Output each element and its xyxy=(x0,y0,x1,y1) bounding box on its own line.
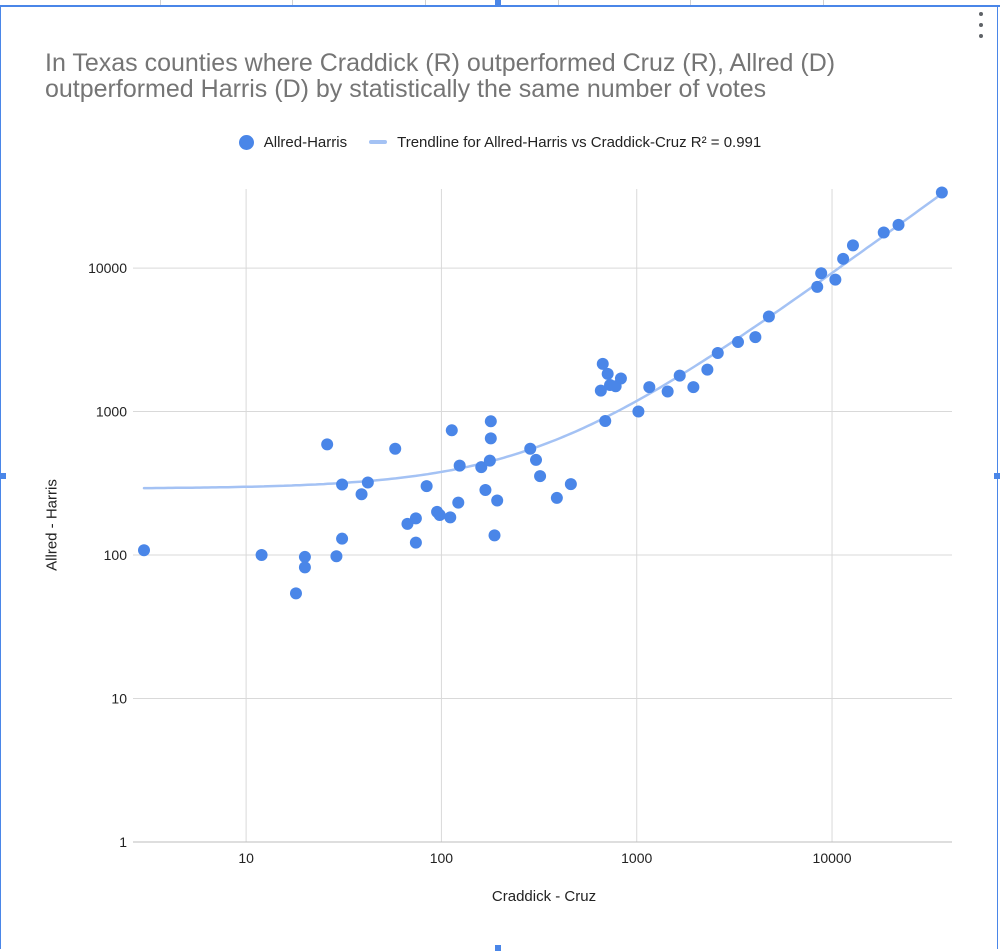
data-point xyxy=(330,550,343,563)
data-point xyxy=(749,331,762,344)
legend-item-trendline[interactable]: Trendline for Allred-Harris vs Craddick-… xyxy=(369,134,761,151)
data-point xyxy=(731,336,744,349)
legend-marker-line xyxy=(369,140,388,144)
data-point xyxy=(488,529,501,542)
data-point xyxy=(409,512,422,525)
cell-divider xyxy=(690,0,691,5)
data-point xyxy=(687,381,700,394)
data-point xyxy=(711,346,724,359)
data-point xyxy=(452,496,465,509)
data-point xyxy=(389,442,402,455)
data-point xyxy=(596,357,609,370)
data-point xyxy=(444,511,457,524)
x-tick-label: 10000 xyxy=(813,850,852,866)
data-point xyxy=(632,405,645,418)
data-point xyxy=(321,438,334,451)
cell-divider xyxy=(823,0,824,5)
data-point xyxy=(643,381,656,394)
data-point xyxy=(453,459,466,472)
data-point xyxy=(491,494,504,507)
data-point xyxy=(762,310,775,323)
data-point xyxy=(829,273,842,286)
data-point xyxy=(336,532,349,545)
data-point xyxy=(599,414,612,427)
data-point xyxy=(138,544,150,557)
y-tick-label: 1000 xyxy=(96,404,127,420)
data-point xyxy=(701,363,714,376)
data-point xyxy=(534,470,547,483)
data-point xyxy=(892,218,905,231)
data-point xyxy=(484,415,497,428)
data-point xyxy=(846,239,859,252)
menu-dot xyxy=(979,12,983,16)
y-tick-label: 100 xyxy=(104,547,128,563)
legend-label-trendline: Trendline for Allred-Harris vs Craddick-… xyxy=(397,133,762,151)
legend-marker-dot xyxy=(238,134,254,150)
data-point xyxy=(661,385,674,398)
data-point xyxy=(255,549,268,562)
data-point xyxy=(298,550,311,563)
chart-legend: Allred-Harris Trendline for Allred-Harri… xyxy=(0,132,1000,152)
data-point xyxy=(837,252,850,265)
data-point xyxy=(361,476,374,489)
data-point xyxy=(433,509,446,522)
data-point xyxy=(484,432,497,445)
data-point xyxy=(355,488,368,501)
legend-label-series: Allred-Harris xyxy=(263,133,348,151)
data-point xyxy=(673,369,686,382)
data-point xyxy=(530,453,543,466)
data-point xyxy=(420,480,433,493)
x-tick-label: 100 xyxy=(430,850,454,866)
data-point xyxy=(483,454,496,467)
data-point xyxy=(877,226,890,239)
x-tick-label: 10 xyxy=(238,850,254,866)
data-point xyxy=(289,587,302,600)
data-point xyxy=(524,442,537,455)
trendline xyxy=(142,191,945,490)
menu-dot xyxy=(979,23,983,27)
data-point xyxy=(409,536,422,549)
y-tick-label: 10 xyxy=(111,691,127,707)
data-point xyxy=(811,280,824,293)
data-point xyxy=(564,478,577,491)
x-tick-label: 1000 xyxy=(621,850,652,866)
data-point xyxy=(445,424,458,437)
menu-dot xyxy=(979,34,983,38)
chart-title: In Texas counties where Craddick (R) out… xyxy=(45,49,836,103)
resize-handle-left[interactable] xyxy=(0,473,6,479)
more-vert-icon[interactable] xyxy=(973,12,989,38)
data-point xyxy=(298,561,311,574)
cell-divider xyxy=(160,0,161,5)
cell-divider xyxy=(558,0,559,5)
resize-handle-bottom[interactable] xyxy=(495,945,501,951)
data-point xyxy=(815,267,828,280)
cell-divider xyxy=(292,0,293,5)
data-point xyxy=(614,372,627,385)
resize-handle-top[interactable] xyxy=(495,0,501,6)
data-point xyxy=(475,461,488,474)
y-tick-label: 1 xyxy=(119,834,127,850)
data-point xyxy=(336,478,349,491)
data-point xyxy=(935,186,948,199)
x-axis-label: Craddick - Cruz xyxy=(491,888,597,905)
cell-divider xyxy=(425,0,426,5)
data-point xyxy=(601,367,614,380)
y-tick-label: 10000 xyxy=(88,260,127,276)
legend-item-series[interactable]: Allred-Harris xyxy=(238,133,348,151)
resize-handle-right[interactable] xyxy=(994,473,1000,479)
data-point xyxy=(479,483,492,496)
data-point xyxy=(550,491,563,504)
data-point xyxy=(594,384,607,397)
